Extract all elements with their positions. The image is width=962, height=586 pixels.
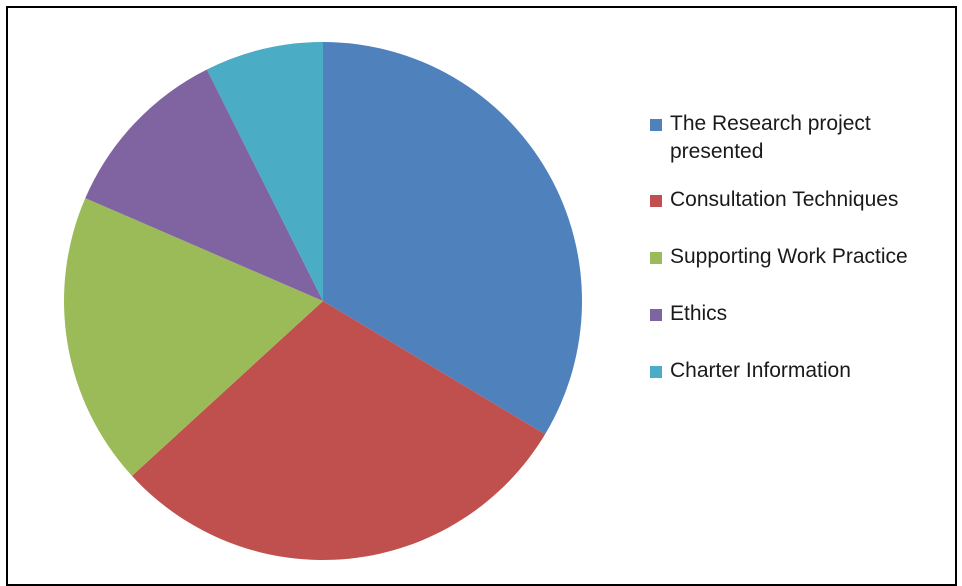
legend-swatch (650, 252, 662, 264)
pie-slices (63, 42, 583, 560)
pie-slice-supporting-work-practice (63, 198, 324, 476)
legend-swatch (650, 309, 662, 321)
legend-label: Consultation Techniques (670, 188, 899, 211)
legend-swatch (650, 119, 662, 131)
legend-item-research-project: The Research project presented (650, 110, 950, 166)
legend: The Research project presented Consultat… (650, 110, 950, 414)
pie-slice-consultation-techniques (131, 301, 546, 560)
pie-slice-ethics (85, 69, 324, 301)
legend-label: The Research project presented (670, 112, 871, 163)
legend-label: Supporting Work Practice (670, 245, 908, 268)
legend-swatch (650, 195, 662, 207)
pie-slice-charter-information (206, 42, 323, 301)
legend-label: Charter Information (670, 359, 851, 382)
legend-swatch (650, 366, 662, 378)
pie-slice-research-project (323, 42, 583, 435)
legend-item-consultation-techniques: Consultation Techniques (650, 186, 950, 224)
legend-item-supporting-work-practice: Supporting Work Practice (650, 243, 950, 281)
legend-item-ethics: Ethics (650, 300, 950, 338)
legend-label: Ethics (670, 302, 728, 325)
legend-item-charter-information: Charter Information (650, 357, 950, 385)
